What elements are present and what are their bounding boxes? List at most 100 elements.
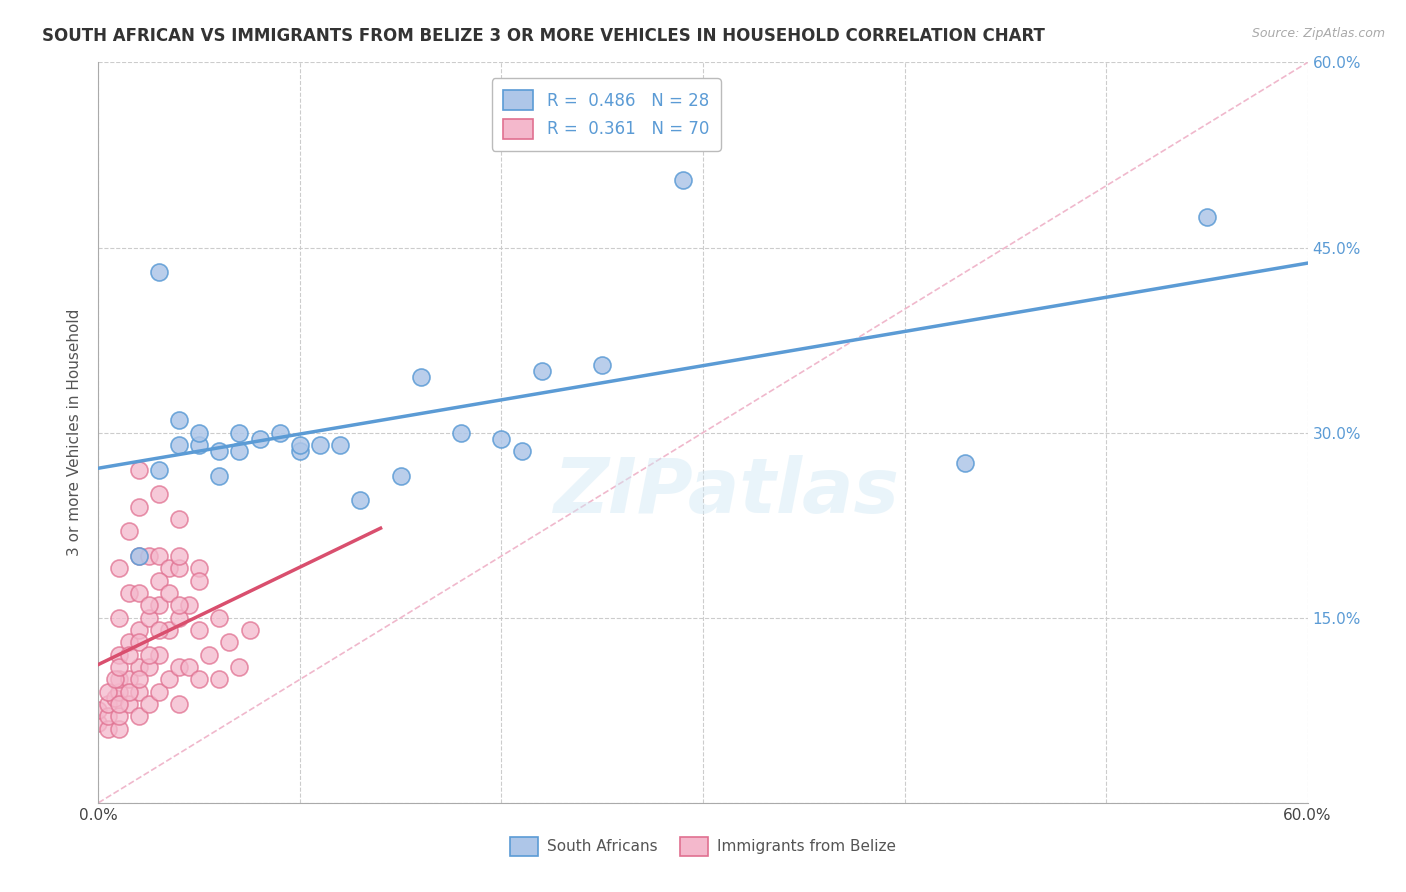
Text: Source: ZipAtlas.com: Source: ZipAtlas.com — [1251, 27, 1385, 40]
Point — [118, 673, 141, 687]
Point — [269, 425, 291, 440]
Point — [138, 599, 160, 613]
Point — [157, 673, 180, 687]
Point — [591, 358, 613, 372]
Point — [97, 722, 120, 736]
Point — [128, 685, 150, 699]
Point — [138, 549, 160, 563]
Point — [87, 703, 110, 717]
Point — [309, 438, 332, 452]
Point — [148, 648, 170, 662]
Point — [491, 432, 513, 446]
Point — [138, 648, 160, 662]
Point — [118, 635, 141, 649]
Point — [138, 697, 160, 711]
Point — [228, 425, 250, 440]
Point — [1195, 210, 1218, 224]
Point — [118, 685, 141, 699]
Point — [167, 438, 190, 452]
Point — [97, 697, 120, 711]
Point — [188, 673, 211, 687]
Point — [208, 468, 231, 483]
Point — [128, 549, 150, 563]
Point — [118, 524, 141, 539]
Point — [107, 709, 129, 723]
Point — [148, 462, 170, 476]
Point — [128, 586, 150, 600]
Point — [188, 438, 211, 452]
Point — [450, 425, 472, 440]
Point — [188, 561, 211, 575]
Point — [128, 709, 150, 723]
Point — [179, 599, 201, 613]
Point — [97, 685, 120, 699]
Point — [157, 561, 180, 575]
Point — [107, 648, 129, 662]
Point — [148, 265, 170, 279]
Point — [128, 673, 150, 687]
Point — [157, 623, 180, 637]
Legend: South Africans, Immigrants from Belize: South Africans, Immigrants from Belize — [503, 831, 903, 862]
Point — [148, 487, 170, 501]
Point — [208, 444, 231, 458]
Point — [128, 660, 150, 674]
Point — [208, 610, 231, 624]
Point — [409, 370, 432, 384]
Point — [107, 660, 129, 674]
Point — [167, 549, 190, 563]
Point — [128, 462, 150, 476]
Point — [107, 610, 129, 624]
Point — [157, 586, 180, 600]
Point — [510, 444, 533, 458]
Point — [128, 500, 150, 514]
Point — [218, 635, 240, 649]
Point — [288, 444, 311, 458]
Point — [167, 610, 190, 624]
Point — [103, 690, 125, 705]
Point — [389, 468, 412, 483]
Point — [148, 549, 170, 563]
Point — [97, 709, 120, 723]
Point — [107, 697, 129, 711]
Point — [530, 364, 553, 378]
Point — [167, 512, 190, 526]
Point — [107, 673, 129, 687]
Y-axis label: 3 or more Vehicles in Household: 3 or more Vehicles in Household — [67, 309, 83, 557]
Point — [148, 574, 170, 588]
Point — [138, 660, 160, 674]
Point — [672, 172, 695, 186]
Point — [329, 438, 352, 452]
Point — [228, 660, 250, 674]
Point — [128, 623, 150, 637]
Point — [167, 660, 190, 674]
Point — [349, 493, 371, 508]
Point — [118, 586, 141, 600]
Point — [179, 660, 201, 674]
Point — [188, 425, 211, 440]
Point — [188, 574, 211, 588]
Point — [167, 561, 190, 575]
Point — [953, 457, 976, 471]
Point — [118, 648, 141, 662]
Point — [167, 599, 190, 613]
Point — [148, 599, 170, 613]
Text: ZIPatlas: ZIPatlas — [554, 455, 900, 529]
Point — [103, 673, 125, 687]
Point — [107, 561, 129, 575]
Point — [198, 648, 221, 662]
Point — [148, 685, 170, 699]
Point — [107, 685, 129, 699]
Point — [107, 722, 129, 736]
Point — [128, 549, 150, 563]
Point — [167, 697, 190, 711]
Point — [188, 623, 211, 637]
Point — [128, 635, 150, 649]
Point — [249, 432, 271, 446]
Point — [167, 413, 190, 427]
Point — [239, 623, 262, 637]
Point — [87, 715, 110, 730]
Text: SOUTH AFRICAN VS IMMIGRANTS FROM BELIZE 3 OR MORE VEHICLES IN HOUSEHOLD CORRELAT: SOUTH AFRICAN VS IMMIGRANTS FROM BELIZE … — [42, 27, 1045, 45]
Point — [208, 673, 231, 687]
Point — [228, 444, 250, 458]
Point — [138, 610, 160, 624]
